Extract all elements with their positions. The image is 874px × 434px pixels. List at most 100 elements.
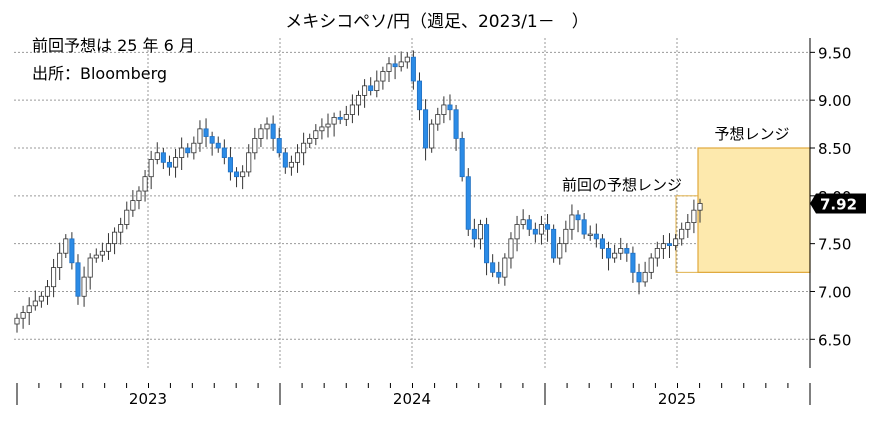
candle-body	[69, 238, 75, 264]
candle-body	[57, 252, 63, 268]
candle-body	[416, 80, 423, 111]
y-tick-label: 9.00	[818, 92, 851, 110]
candle-body	[264, 123, 270, 130]
candle-body	[343, 114, 349, 120]
candle-body	[386, 63, 392, 72]
candle-body	[105, 243, 112, 252]
y-tick-label: 9.50	[818, 44, 851, 62]
candle-body	[81, 276, 87, 297]
source-note: 出所：Bloomberg	[32, 64, 167, 83]
forecast-range-box	[697, 147, 811, 273]
candle-body	[221, 147, 227, 158]
forecast-note: 前回予想は 25 年 6 月	[32, 36, 195, 55]
candle-body	[63, 238, 69, 254]
candle-body	[288, 161, 294, 168]
axis-layer: 6.507.007.508.008.509.009.50202320242025…	[16, 38, 866, 408]
candle-body	[654, 248, 660, 259]
candle-body	[99, 250, 105, 256]
candle-body	[185, 147, 191, 154]
candle-body	[14, 317, 20, 325]
candle-body	[575, 214, 581, 221]
candle-body	[160, 152, 166, 163]
candle-body	[368, 85, 374, 92]
candle-body	[624, 248, 630, 254]
candle-body	[581, 219, 587, 235]
candle-body	[166, 161, 172, 168]
candle-body	[484, 224, 490, 264]
candle-body	[38, 295, 44, 302]
y-tick-label: 7.50	[818, 236, 851, 254]
candle-body	[563, 228, 569, 245]
candle-body	[227, 157, 233, 173]
candle-body	[477, 224, 483, 240]
candle-body	[398, 61, 404, 68]
candle-body	[380, 71, 386, 82]
year-label: 2023	[129, 390, 167, 408]
candle-body	[276, 138, 282, 154]
y-tick-label: 6.50	[818, 331, 851, 349]
chart-title: メキシコペソ/円（週足、2023/1－ ）	[285, 12, 589, 32]
candle-body	[26, 305, 32, 313]
year-label: 2024	[393, 390, 431, 408]
candle-body	[453, 109, 459, 139]
candle-body	[355, 94, 362, 106]
candle-body	[301, 142, 307, 154]
candle-body	[569, 214, 575, 230]
candle-body	[697, 203, 703, 211]
candle-body	[471, 228, 477, 240]
candle-body	[240, 171, 246, 178]
candle-body	[307, 138, 313, 144]
candle-body	[630, 252, 636, 273]
candle-body	[532, 228, 538, 235]
candle-body	[679, 228, 685, 240]
candle-body	[112, 231, 118, 245]
candle-body	[660, 243, 666, 249]
candle-body	[197, 128, 203, 144]
year-label: 2025	[658, 390, 696, 408]
candle-body	[294, 152, 301, 163]
candle-body	[435, 114, 441, 125]
candle-body	[87, 257, 93, 278]
candle-body	[362, 85, 368, 96]
candle-body	[154, 152, 160, 160]
candle-body	[465, 176, 471, 230]
candle-body	[496, 271, 502, 278]
candle-body	[20, 312, 26, 319]
candle-body	[142, 176, 148, 192]
candle-body	[429, 123, 435, 149]
candle-body	[666, 243, 673, 246]
candle-body	[215, 142, 221, 149]
candle-body	[618, 248, 624, 254]
candle-body	[136, 190, 142, 202]
candle-body	[612, 252, 618, 259]
y-tick-label: 7.00	[818, 283, 851, 301]
candle-body	[514, 224, 520, 240]
last-value-label: 7.92	[820, 195, 857, 213]
candle-body	[587, 233, 593, 236]
candle-body	[673, 238, 679, 246]
candle-body	[173, 157, 179, 168]
candle-body	[636, 271, 642, 283]
candle-body	[209, 136, 215, 144]
candle-body	[508, 238, 514, 259]
candle-body	[423, 109, 429, 149]
candle-body	[404, 56, 410, 63]
candle-body	[313, 130, 319, 139]
candle-body	[545, 224, 551, 230]
candle-body	[502, 257, 508, 278]
y-tick-label: 8.50	[818, 140, 851, 158]
candle-body	[441, 104, 447, 115]
candle-body	[691, 209, 697, 224]
candle-body	[557, 243, 563, 259]
candle-body	[282, 152, 288, 168]
candle-body	[130, 200, 136, 211]
candle-body	[118, 224, 124, 233]
candle-body	[234, 171, 240, 178]
candle-body	[191, 142, 197, 154]
candle-body	[331, 116, 337, 125]
candle-body	[75, 262, 81, 297]
candle-body	[246, 152, 252, 173]
previous-range-label: 前回の予想レンジ	[562, 176, 682, 194]
candle-body	[593, 233, 599, 240]
